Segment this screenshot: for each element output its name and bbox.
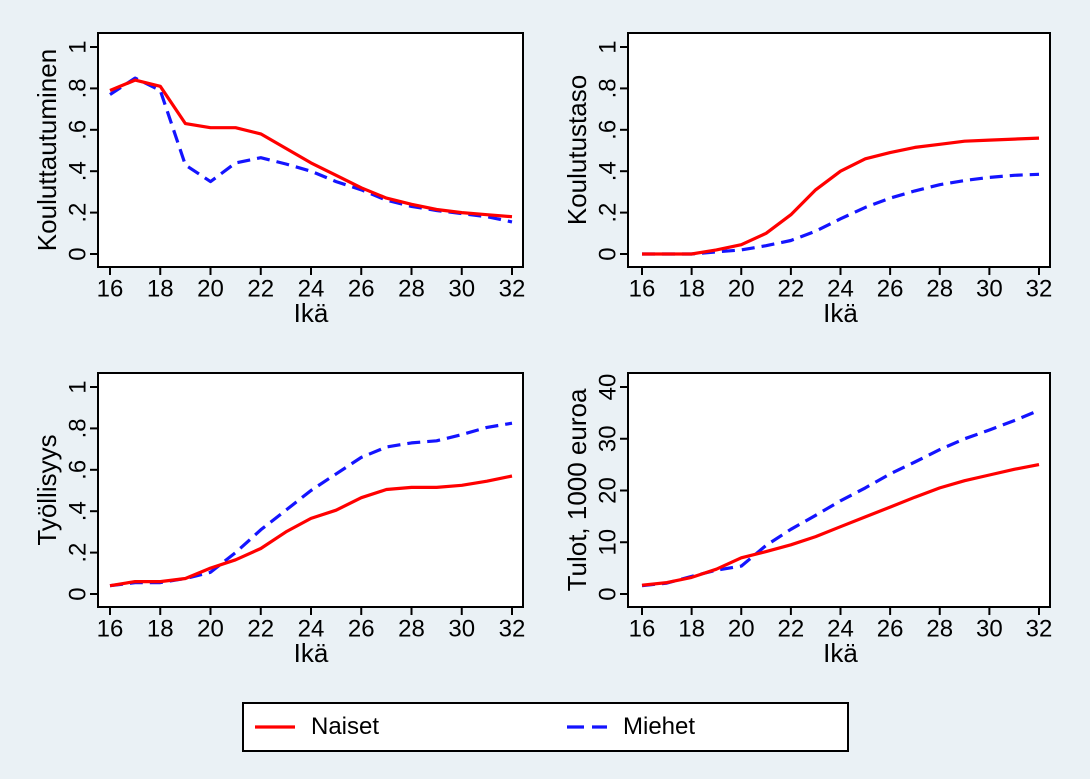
- x-axis-tick-label: 20: [197, 276, 224, 303]
- x-axis-tick-label: 26: [877, 276, 904, 303]
- x-axis-tick-label: 22: [247, 276, 274, 303]
- x-axis-title: Ikä: [823, 298, 858, 328]
- legend-label-naiset: Naiset: [311, 713, 380, 740]
- y-axis-tick-label: 30: [595, 425, 622, 452]
- x-axis-tick-label: 26: [348, 616, 375, 643]
- y-axis-tick-label: 1: [595, 40, 622, 53]
- plot-region: [97, 32, 524, 268]
- plot-region: [627, 372, 1051, 608]
- y-axis-tick-label: 40: [595, 374, 622, 401]
- y-axis-title: Koulutustaso: [562, 75, 592, 225]
- series-line-naiset: [109, 78, 513, 219]
- y-axis-tick-label: 0: [65, 247, 92, 260]
- series-line-naiset: [641, 463, 1040, 587]
- y-axis-tick-label: .4: [595, 161, 622, 181]
- x-axis-tick-label: 18: [678, 616, 705, 643]
- plot-svg-koulutustaso: 0 .2 .4 .6 .8 1 16 18 20 22 24 26 28 30 32 Koulutustaso…: [562, 32, 1053, 328]
- y-axis-tick-label: .8: [65, 418, 92, 438]
- x-axis-tick-label: 22: [778, 276, 805, 303]
- x-axis-tick-label: 26: [877, 616, 904, 643]
- y-axis-tick-label: .2: [65, 543, 92, 563]
- plot-region: [627, 32, 1051, 268]
- x-axis-tick-label: 20: [728, 616, 755, 643]
- series-line-naiset: [109, 474, 513, 588]
- x-axis-tick-label: 20: [197, 616, 224, 643]
- chart-tulot: 0 10 20 30 40 16 18 20 22 24 26 28 30 32 Tulot, 1000 e…: [545, 340, 1090, 680]
- plot-svg-tulot: 0 10 20 30 40 16 18 20 22 24 26 28 30 32 Tulot, 1000 e…: [562, 372, 1053, 668]
- y-axis-tick-label: .2: [595, 203, 622, 223]
- x-axis-tick-label: 18: [147, 616, 174, 643]
- x-axis-tick-label: 24: [298, 616, 325, 643]
- x-axis-tick-label: 32: [499, 276, 526, 303]
- x-axis-tick-label: 28: [926, 276, 953, 303]
- x-axis-tick-label: 20: [728, 276, 755, 303]
- x-axis-tick-label: 30: [976, 616, 1003, 643]
- x-axis-title: Ikä: [294, 638, 329, 668]
- miehet-line-sample-icon: [567, 725, 607, 729]
- legend-item-miehet: Miehet: [566, 704, 695, 750]
- legend: Naiset Miehet: [242, 702, 849, 752]
- y-axis-tick-label: .6: [65, 460, 92, 480]
- legend-item-naiset: Naiset: [254, 704, 379, 750]
- y-axis-tick-label: .6: [595, 120, 622, 140]
- x-axis-tick-label: 24: [298, 276, 325, 303]
- x-axis-tick-label: 18: [678, 276, 705, 303]
- x-axis-tick-label: 24: [827, 616, 854, 643]
- y-axis-tick-label: .4: [65, 161, 92, 181]
- x-axis-tick-label: 32: [1026, 276, 1053, 303]
- y-axis-tick-label: 10: [595, 529, 622, 556]
- x-axis-tick-label: 16: [97, 616, 124, 643]
- x-axis-tick-label: 22: [778, 616, 805, 643]
- x-axis-tick-label: 16: [629, 276, 656, 303]
- chart-kouluttautuminen: 0 .2 .4 .6 .8 1 16 18 20 22 24 26 28 30 32 Kouluttautum…: [0, 0, 545, 340]
- chart-koulutustaso: 0 .2 .4 .6 .8 1 16 18 20 22 24 26 28 30 32 Koulutustaso…: [545, 0, 1090, 340]
- series-line-naiset: [642, 136, 1040, 256]
- legend-label-miehet: Miehet: [623, 713, 696, 740]
- y-axis-tick-label: 1: [65, 380, 92, 393]
- x-axis-title: Ikä: [294, 298, 329, 328]
- x-axis-tick-label: 28: [398, 616, 425, 643]
- x-axis-tick-label: 24: [827, 276, 854, 303]
- y-axis-tick-label: 1: [65, 40, 92, 53]
- x-axis-tick-label: 28: [398, 276, 425, 303]
- y-axis-tick-label: 20: [595, 477, 622, 504]
- y-axis-tick-label: .2: [65, 203, 92, 223]
- x-axis-tick-label: 30: [448, 276, 475, 303]
- x-axis-tick-label: 32: [1026, 616, 1053, 643]
- y-axis-tick-label: .6: [65, 120, 92, 140]
- x-axis-tick-label: 18: [147, 276, 174, 303]
- y-axis-tick-label: .4: [65, 501, 92, 521]
- y-axis-title: Kouluttautuminen: [32, 49, 62, 251]
- x-axis-title: Ikä: [823, 638, 858, 668]
- y-axis-tick-label: 0: [595, 247, 622, 260]
- plot-svg-kouluttautuminen: 0 .2 .4 .6 .8 1 16 18 20 22 24 26 28 30 32 Kouluttautum…: [32, 32, 526, 328]
- y-axis-title: Työllisyys: [32, 434, 62, 545]
- y-axis-tick-label: .8: [595, 78, 622, 98]
- y-axis-tick-label: 0: [65, 587, 92, 600]
- chart-tyollisyys: 0 .2 .4 .6 .8 1 16 18 20 22 24 26 28 30 32 Työllisyys Ik…: [0, 340, 545, 680]
- plot-svg-tyollisyys: 0 .2 .4 .6 .8 1 16 18 20 22 24 26 28 30 32 Työllisyys Ik…: [32, 372, 526, 668]
- x-axis-tick-label: 16: [629, 616, 656, 643]
- y-axis-tick-label: 0: [595, 587, 622, 600]
- x-axis-tick-label: 22: [247, 616, 274, 643]
- y-axis-title: Tulot, 1000 euroa: [562, 388, 592, 591]
- x-axis-tick-label: 30: [448, 616, 475, 643]
- x-axis-tick-label: 28: [926, 616, 953, 643]
- x-axis-tick-label: 26: [348, 276, 375, 303]
- y-axis-tick-label: .8: [65, 78, 92, 98]
- x-axis-tick-label: 16: [97, 276, 124, 303]
- series-line-miehet: [109, 76, 513, 224]
- x-axis-tick-label: 30: [976, 276, 1003, 303]
- x-axis-tick-label: 32: [499, 616, 526, 643]
- naiset-line-sample-icon: [255, 725, 295, 729]
